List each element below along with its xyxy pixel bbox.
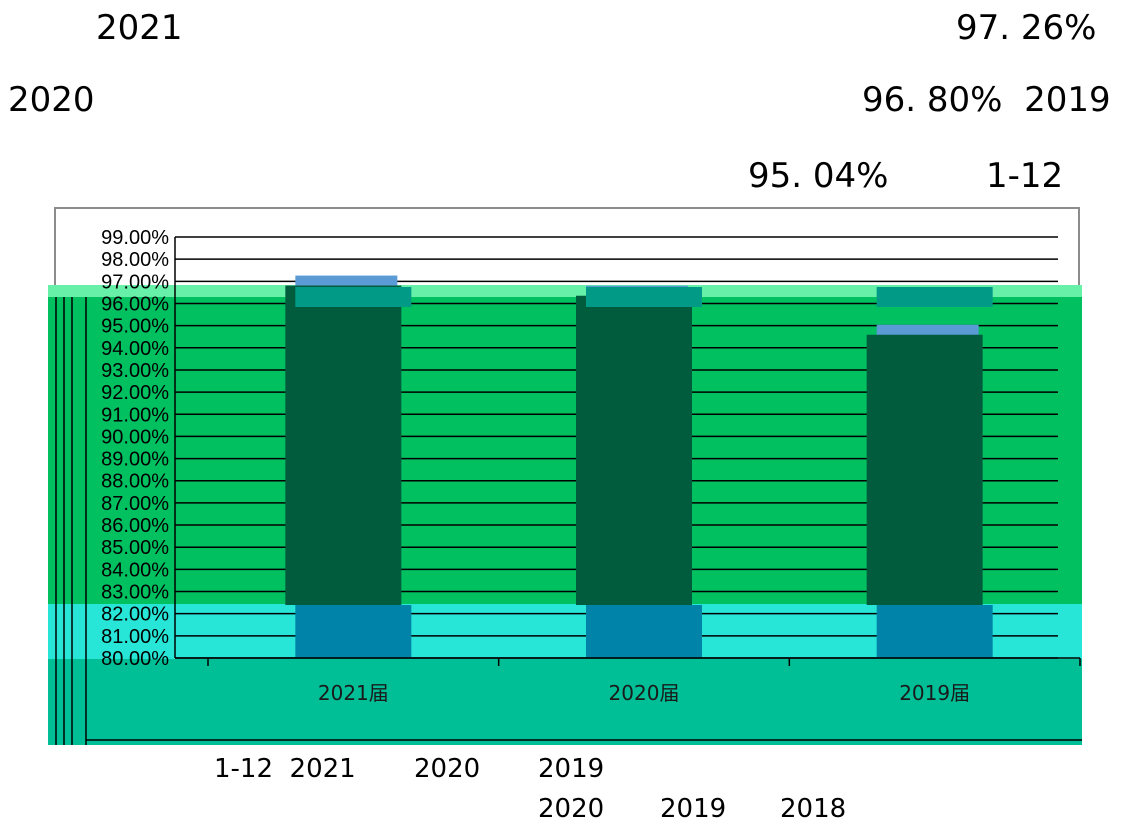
header-rate-2019: 95. 04% [748, 156, 889, 196]
header-rate-2020: 96. 80% 2019 [862, 80, 1111, 120]
y-tick-label: 86.00% [101, 515, 169, 537]
y-tick-label: 94.00% [101, 338, 169, 360]
footer-year-2019: 2019 [538, 754, 605, 784]
y-tick-label: 99.00% [101, 227, 169, 249]
x-tick-label: 2020届 [609, 681, 680, 705]
y-tick-label: 81.00% [101, 626, 169, 648]
bar [285, 285, 402, 605]
header-rate-2021: 97. 26% [956, 8, 1097, 48]
y-tick-label: 95.00% [101, 316, 169, 338]
y-tick-label: 84.00% [101, 559, 169, 581]
x-tick-label: 2019届 [899, 681, 970, 705]
y-tick-label: 82.00% [101, 604, 169, 626]
footer2-year-2019: 2019 [660, 794, 727, 824]
footer-year-2020: 2020 [414, 754, 481, 784]
bar-band [295, 287, 412, 307]
bar-lower [876, 605, 993, 657]
y-tick-label: 90.00% [101, 426, 169, 448]
y-tick-label: 85.00% [101, 537, 169, 559]
bar-lower [586, 605, 702, 657]
x-tick-label: 2021届 [318, 681, 389, 705]
y-tick-label: 96.00% [101, 293, 169, 315]
y-tick-label: 83.00% [101, 582, 169, 604]
y-tick-label: 87.00% [101, 493, 169, 515]
header-year-2020: 2020 [8, 80, 95, 120]
y-tick-label: 88.00% [101, 471, 169, 493]
y-tick-label: 80.00% [101, 648, 169, 670]
y-tick-label: 98.00% [101, 249, 169, 271]
footer2-year-2020: 2020 [538, 794, 605, 824]
chart-overlay-teal [48, 659, 1082, 745]
y-tick-label: 92.00% [101, 382, 169, 404]
bar-band [586, 287, 702, 307]
y-tick-label: 91.00% [101, 404, 169, 426]
y-tick-label: 97.00% [101, 271, 169, 293]
bar [576, 295, 692, 605]
header-month-range: 1-12 [986, 156, 1064, 196]
footer2-year-2018: 2018 [780, 794, 847, 824]
y-tick-label: 93.00% [101, 360, 169, 382]
bar [866, 334, 983, 605]
y-tick-label: 89.00% [101, 449, 169, 471]
footer-range-2021: 1-12 2021 [214, 754, 356, 784]
bar-band [876, 287, 993, 307]
header-year-2021: 2021 [96, 8, 183, 48]
bar-lower [295, 605, 412, 657]
